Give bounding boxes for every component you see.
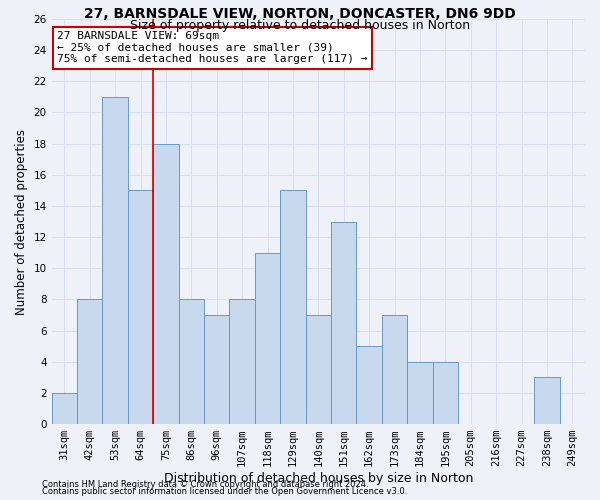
Text: Size of property relative to detached houses in Norton: Size of property relative to detached ho… — [130, 19, 470, 32]
Bar — [255, 252, 280, 424]
Bar — [77, 300, 103, 424]
Bar — [103, 97, 128, 424]
Bar — [534, 378, 560, 424]
Bar — [407, 362, 433, 424]
Text: 27 BARNSDALE VIEW: 69sqm
← 25% of detached houses are smaller (39)
75% of semi-d: 27 BARNSDALE VIEW: 69sqm ← 25% of detach… — [57, 31, 367, 64]
Bar — [356, 346, 382, 424]
Text: Contains public sector information licensed under the Open Government Licence v3: Contains public sector information licen… — [42, 487, 407, 496]
Bar — [433, 362, 458, 424]
X-axis label: Distribution of detached houses by size in Norton: Distribution of detached houses by size … — [164, 472, 473, 485]
Text: 27, BARNSDALE VIEW, NORTON, DONCASTER, DN6 9DD: 27, BARNSDALE VIEW, NORTON, DONCASTER, D… — [84, 8, 516, 22]
Bar — [229, 300, 255, 424]
Bar — [153, 144, 179, 424]
Bar — [52, 393, 77, 424]
Bar — [305, 315, 331, 424]
Bar — [179, 300, 204, 424]
Y-axis label: Number of detached properties: Number of detached properties — [15, 128, 28, 314]
Text: Contains HM Land Registry data © Crown copyright and database right 2024.: Contains HM Land Registry data © Crown c… — [42, 480, 368, 489]
Bar — [382, 315, 407, 424]
Bar — [331, 222, 356, 424]
Bar — [128, 190, 153, 424]
Bar — [280, 190, 305, 424]
Bar — [204, 315, 229, 424]
